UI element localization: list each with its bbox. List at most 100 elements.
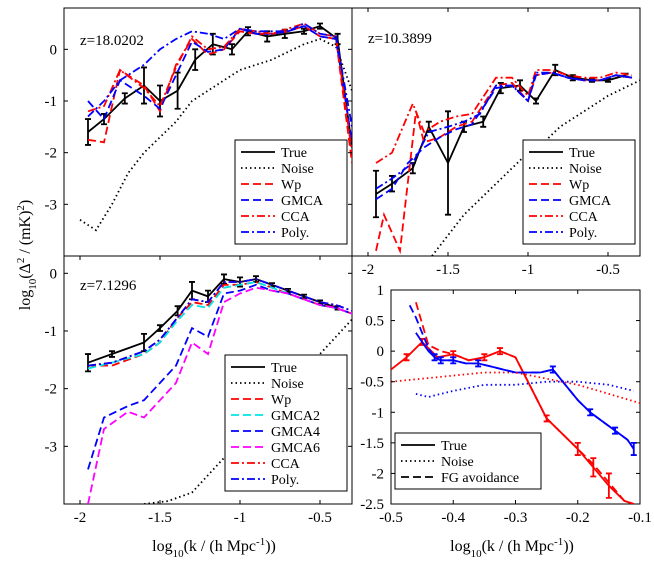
error-bar [403,353,410,362]
legend-label: GMCA2 [271,409,320,424]
x-axis-label-left: log10(k / (h Mpc-1)) [152,536,276,560]
series-line-gmca6 [87,286,352,504]
error-bar [317,22,323,30]
error-bar [157,324,163,332]
plot-area-top-right [373,63,640,256]
legend-label: Wp [271,393,291,408]
legend-box [522,139,636,245]
legend-label: Noise [441,455,474,470]
legend-label: True [281,146,307,161]
error-bar [85,118,91,146]
x-tick-label: -1.5 [436,262,460,278]
y-tick-label: 0 [50,266,58,282]
series-line-poly- [375,71,633,190]
error-bar [480,115,487,128]
x-tick-label: -0.4 [441,510,465,526]
panel-frame-bottom-left [63,255,353,505]
legend-label: True [441,439,467,454]
y-tick-label: -1 [45,324,58,340]
annotation-top-left: z=18.0202 [80,33,144,49]
legend-box [224,354,348,492]
error-bar [174,71,181,110]
series-line-noise-blue- [415,380,635,398]
legend-label: CCA [281,210,311,225]
legend-label: Poly. [271,473,299,488]
panel-frame-top-right [351,7,641,257]
legend-label: GMCA [281,194,324,209]
y-tick-label: 0.5 [365,314,384,330]
x-tick-label: -0.2 [566,510,590,526]
x-tick-label: -1 [522,262,535,278]
y-tick-label: -3 [45,439,58,455]
series-line-fg-avoidance-red- [415,301,635,504]
x-tick-label: -0.5 [379,510,403,526]
series-line-poly- [87,22,352,127]
y-tick-label: -2.5 [360,497,384,513]
series-line-noise [143,318,352,504]
error-bar [121,92,128,105]
legend-label: True [569,146,595,161]
y-tick-label: -1.5 [360,436,384,452]
legend-label: Poly. [281,226,309,241]
y-tick-label: -0.5 [360,375,384,391]
series-line-gmca2 [87,281,352,370]
y-tick-label: 0 [377,344,385,360]
legend-label: True [271,361,297,376]
error-bar [445,110,451,216]
series-line-wp [88,281,352,367]
x-tick-label: -0.1 [628,510,652,526]
legend-label: CCA [569,210,599,225]
legend-label: Wp [281,178,301,193]
y-tick-label: -2 [45,146,58,162]
y-tick-label: -2 [45,382,58,398]
chart-marks [79,22,640,504]
legend-label: Noise [281,162,314,177]
error-bar [533,97,539,105]
legend-label: GMCA [569,194,612,209]
error-bar [141,66,147,105]
error-bar [574,441,581,456]
y-tick-label: -2 [372,466,385,482]
legend-label: FG avoidance [441,471,519,486]
x-tick-label: -2 [362,262,375,278]
legend-label: GMCA6 [271,441,320,456]
series-line-cca [375,69,633,164]
y-tick-label: -1 [372,405,385,421]
x-tick-label: -1 [234,510,247,526]
plot-area-bottom-right [391,301,640,504]
error-bar [590,457,597,478]
y-tick-label: 0 [50,42,58,58]
annotation-bottom-left: z=7.1296 [80,278,137,294]
legend-label: Noise [271,377,304,392]
tick-labels: -3 -2 -1 0 -2 -1.5 -1 -0.5 -2 -1.5 -1 -0.5 -3 -2 -1 0 -0… [45,8,652,526]
error-bar [605,472,612,499]
legend-label: CCA [271,457,301,472]
series-line-gmca [87,25,352,143]
legend-label: Noise [569,162,602,177]
y-tick-label: 1 [377,283,385,299]
x-tick-label: -0.3 [504,510,528,526]
y-axis-label: log10(Δ2 / (mK)2) [15,200,39,311]
y-tick-label: -1 [45,94,58,110]
x-tick-label: -2 [74,510,87,526]
x-tick-label: -1.5 [148,510,172,526]
series-line-poly- [87,278,352,367]
annotation-top-right: z=10.3899 [368,31,432,47]
legend-label: GMCA4 [271,425,320,440]
error-bar [192,48,199,71]
y-tick-label: -3 [45,197,58,213]
x-tick-label: -0.5 [596,262,620,278]
error-bar [229,43,235,56]
legend-box [234,139,348,245]
legend-label: Wp [569,178,589,193]
error-bar [373,169,379,219]
series-line-wp [87,25,352,164]
plot-area-bottom-left [85,273,352,504]
x-axis-label-right: log10(k / (h Mpc-1)) [450,536,574,560]
legend-label: Poly. [569,226,597,241]
series-line-wp [375,71,633,255]
